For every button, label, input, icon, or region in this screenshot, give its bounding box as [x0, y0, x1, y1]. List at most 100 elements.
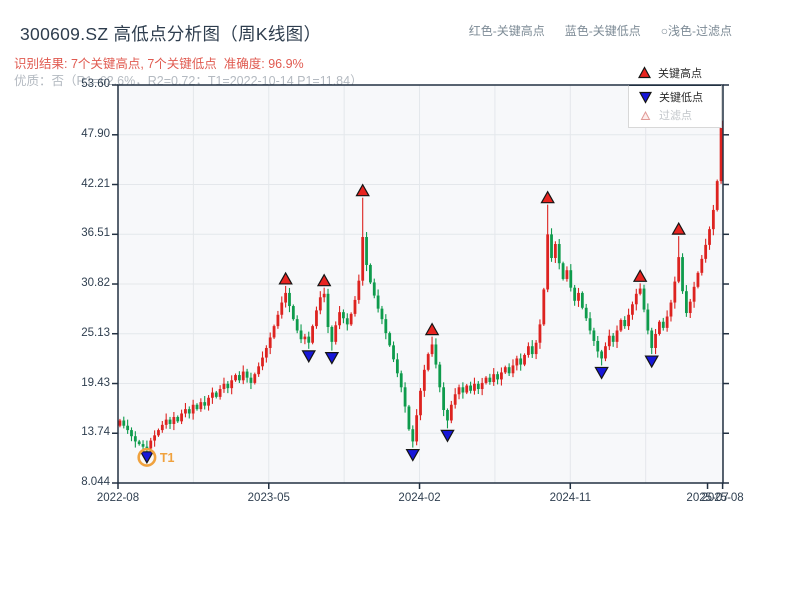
candle-body [446, 409, 449, 421]
candle-body [507, 367, 511, 374]
candle-body [318, 297, 322, 311]
candle-body [665, 316, 669, 328]
color-key-low: 蓝色-关键低点 [564, 24, 641, 38]
key-low-marker [301, 350, 316, 364]
candle-body [623, 320, 627, 327]
candle-body [395, 359, 399, 374]
candle-body [211, 392, 214, 398]
candle-body [634, 293, 638, 305]
candle-body [280, 302, 284, 315]
candle-body [646, 309, 650, 331]
candle-body [199, 402, 203, 410]
x-axis-label: 2025-08 [701, 492, 744, 504]
candle-body [361, 237, 365, 281]
candle-body [222, 383, 226, 390]
candle-body [149, 440, 153, 449]
candle-body [515, 358, 519, 366]
legend-box: 关键低点 过滤点 [628, 85, 722, 128]
legend-label-filter: 过滤点 [659, 110, 692, 122]
candle-body [604, 346, 607, 359]
y-axis-label: 19.43 [81, 376, 110, 389]
candle-body [661, 321, 665, 328]
candle-body [334, 325, 338, 342]
candle-body [711, 209, 715, 230]
candle-body [299, 330, 303, 340]
y-axis-label: 53.60 [81, 78, 110, 90]
candle-body [496, 374, 499, 380]
candle-body [249, 377, 253, 383]
candle-body [615, 330, 619, 342]
y-axis-label: 8.044 [81, 476, 110, 488]
candle-body [226, 383, 230, 389]
candle-body [538, 324, 542, 343]
key-high-marker [671, 221, 686, 235]
candle-body [600, 351, 604, 359]
candle-body [607, 335, 611, 347]
candle-body [365, 237, 368, 265]
recognition-result-text: 识别结果: 7个关键高点, 7个关键低点 准确度: 96.9% [14, 57, 304, 71]
candle-body [596, 340, 600, 352]
candle-body [688, 301, 692, 314]
candle-body [684, 291, 688, 314]
legend-label-key-high: 关键高点 [658, 67, 702, 80]
candle-body [434, 344, 438, 365]
key-low-triangle-icon [639, 91, 652, 104]
y-axis-label: 47.90 [81, 127, 110, 140]
candle-body [469, 385, 472, 391]
page-title: 300609.SZ 高低点分析图（周K线图） [20, 24, 322, 44]
candle-body [584, 307, 588, 319]
key-low-marker [440, 429, 455, 443]
color-key: 红色-关键高点 蓝色-关键低点 ○浅色-过滤点 [469, 22, 732, 39]
candle-body [569, 270, 573, 288]
candle-body [187, 409, 191, 414]
candle-body [519, 358, 523, 365]
candle-body [654, 333, 657, 348]
candle-body [284, 292, 288, 303]
candle-body [384, 319, 388, 334]
x-axis-label: 2024-11 [549, 492, 591, 504]
candle-body [492, 374, 496, 383]
chart-legend: 关键高点 关键低点 过滤点 [628, 60, 722, 128]
candle-body [176, 416, 180, 422]
t1-highlight-circle [137, 447, 157, 467]
candle-body [295, 319, 299, 331]
x-axis-label: 2022-08 [96, 492, 140, 504]
candle-body [257, 366, 261, 375]
candle-body [207, 397, 210, 406]
key-high-marker [540, 190, 555, 204]
candle-body [234, 375, 237, 381]
candle-body [430, 344, 434, 355]
candle-body [704, 244, 708, 259]
key-low-marker [644, 355, 659, 369]
candle-body [157, 430, 160, 436]
candle-body [619, 320, 623, 331]
y-axis-label: 42.21 [81, 177, 110, 190]
key-low-marker [405, 448, 421, 462]
candle-body [580, 292, 584, 308]
candle-body [453, 394, 457, 405]
key-high-marker [355, 183, 370, 197]
key-low-marker [139, 451, 155, 465]
candle-body [326, 293, 330, 328]
candle-body [230, 380, 234, 389]
t1-label: T1 [160, 451, 175, 465]
candle-body [268, 337, 272, 348]
y-axis-label: 25.13 [81, 326, 110, 339]
candle-body [542, 289, 546, 325]
candle-body [557, 244, 561, 264]
candle-body [611, 335, 615, 342]
key-low-marker [324, 351, 340, 365]
candle-body [153, 435, 157, 441]
x-axis-label: 2024-02 [398, 492, 441, 504]
candle-body [145, 446, 149, 449]
candle-body [253, 374, 257, 383]
candle-body [345, 318, 349, 325]
candle-body [546, 234, 550, 290]
key-high-marker [424, 322, 440, 336]
color-key-filter: ○浅色-过滤点 [660, 24, 732, 38]
candle-body [673, 281, 677, 303]
candle-body [172, 416, 176, 424]
candle-body [338, 312, 341, 326]
